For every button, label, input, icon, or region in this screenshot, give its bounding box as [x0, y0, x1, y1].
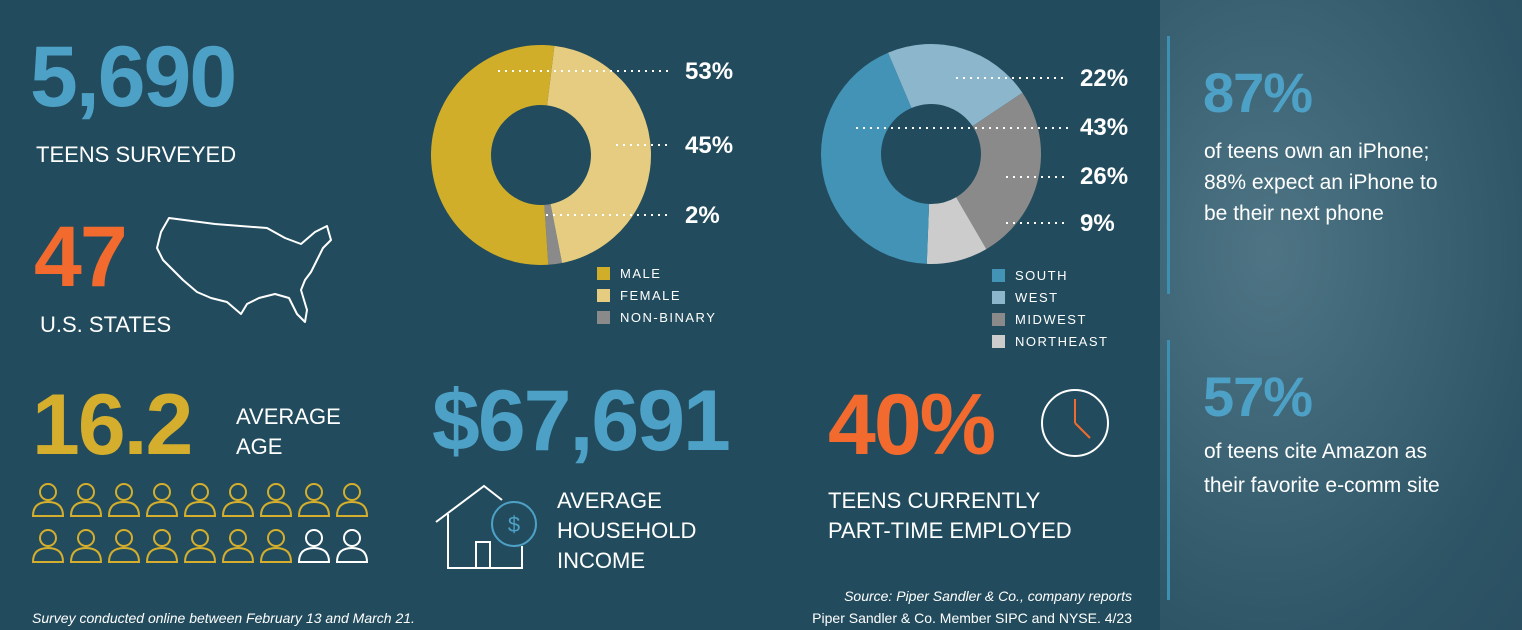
donut-slice-female [547, 45, 651, 263]
person-icon [297, 529, 331, 563]
people-icon-grid [31, 482, 382, 572]
donut-slice-midwest [956, 92, 1041, 250]
amazon-value: 57% [1203, 365, 1313, 428]
region-label-midwest: 26% [1080, 163, 1129, 190]
person-icon [31, 529, 65, 563]
region-donut-chart [821, 44, 1068, 264]
person-icon [107, 483, 141, 517]
amazon-text-line2: their favorite e-comm site [1204, 474, 1440, 497]
amazon-text-line1: of teens cite Amazon as [1204, 440, 1427, 463]
person-icon [145, 483, 179, 517]
income-label-line3: INCOME [557, 548, 645, 573]
member-note: Piper Sandler & Co. Member SIPC and NYSE… [812, 610, 1132, 626]
income-label-line2: HOUSEHOLD [557, 518, 697, 543]
income-value: $67,691 [432, 373, 731, 469]
region-label-south: 43% [1080, 114, 1129, 141]
us-map-icon [156, 217, 332, 323]
survey-note: Survey conducted online between February… [32, 610, 415, 626]
gender-label-nonbinary: 2% [685, 202, 720, 229]
donut-slice-non-binary [544, 204, 562, 265]
age-value: 16.2 [32, 377, 193, 473]
income-label-line1: AVERAGE [557, 488, 662, 513]
accent-bar-top [1167, 36, 1170, 294]
gender-donut-chart [431, 45, 672, 266]
person-icon [335, 483, 369, 517]
states-value: 47 [34, 209, 128, 305]
legend-item: NON-BINARY [597, 306, 716, 328]
source-note: Source: Piper Sandler & Co., company rep… [844, 588, 1132, 604]
iphone-value: 87% [1203, 61, 1313, 124]
donut-slice-northeast [926, 197, 987, 264]
employed-label-line2: PART-TIME EMPLOYED [828, 518, 1072, 543]
person-icon [297, 483, 331, 517]
surveyed-value: 5,690 [30, 29, 237, 125]
donut-slice-west [888, 44, 1023, 127]
house-dollar-icon: $ [435, 484, 537, 569]
legend-item: SOUTH [992, 264, 1108, 286]
gender-label-female: 45% [685, 132, 734, 159]
surveyed-label: TEENS SURVEYED [36, 142, 237, 167]
person-icon [145, 529, 179, 563]
clock-icon [1041, 389, 1109, 457]
iphone-text-line3: be their next phone [1204, 202, 1384, 225]
person-icon [221, 483, 255, 517]
age-label-line2: AGE [236, 434, 283, 459]
person-icon [221, 529, 255, 563]
employed-value: 40% [828, 377, 996, 473]
legend-item: MALE [597, 262, 716, 284]
gender-legend: MALE FEMALE NON-BINARY [597, 262, 716, 328]
legend-item: MIDWEST [992, 308, 1108, 330]
person-icon [107, 529, 141, 563]
donut-slice-south [821, 52, 930, 264]
region-label-west: 22% [1080, 65, 1129, 92]
svg-text:$: $ [508, 512, 520, 537]
iphone-text-line2: 88% expect an iPhone to [1204, 171, 1438, 194]
employed-label-line1: TEENS CURRENTLY [828, 488, 1041, 513]
region-label-northeast: 9% [1080, 210, 1115, 237]
person-icon [335, 529, 369, 563]
legend-item: FEMALE [597, 284, 716, 306]
region-legend: SOUTH WEST MIDWEST NORTHEAST [992, 264, 1108, 352]
donut-slice-male [431, 45, 555, 266]
photo-panel [1160, 0, 1522, 630]
person-icon [31, 483, 65, 517]
person-icon [259, 529, 293, 563]
person-icon [69, 529, 103, 563]
age-label-line1: AVERAGE [236, 404, 341, 429]
legend-item: NORTHEAST [992, 330, 1108, 352]
gender-label-male: 53% [685, 58, 734, 85]
person-icon [69, 483, 103, 517]
person-icon [183, 483, 217, 517]
person-icon [183, 529, 217, 563]
legend-item: WEST [992, 286, 1108, 308]
iphone-text-line1: of teens own an iPhone; [1204, 140, 1430, 163]
person-icon [259, 483, 293, 517]
states-label: U.S. STATES [40, 312, 172, 337]
accent-bar-bottom [1167, 340, 1170, 600]
